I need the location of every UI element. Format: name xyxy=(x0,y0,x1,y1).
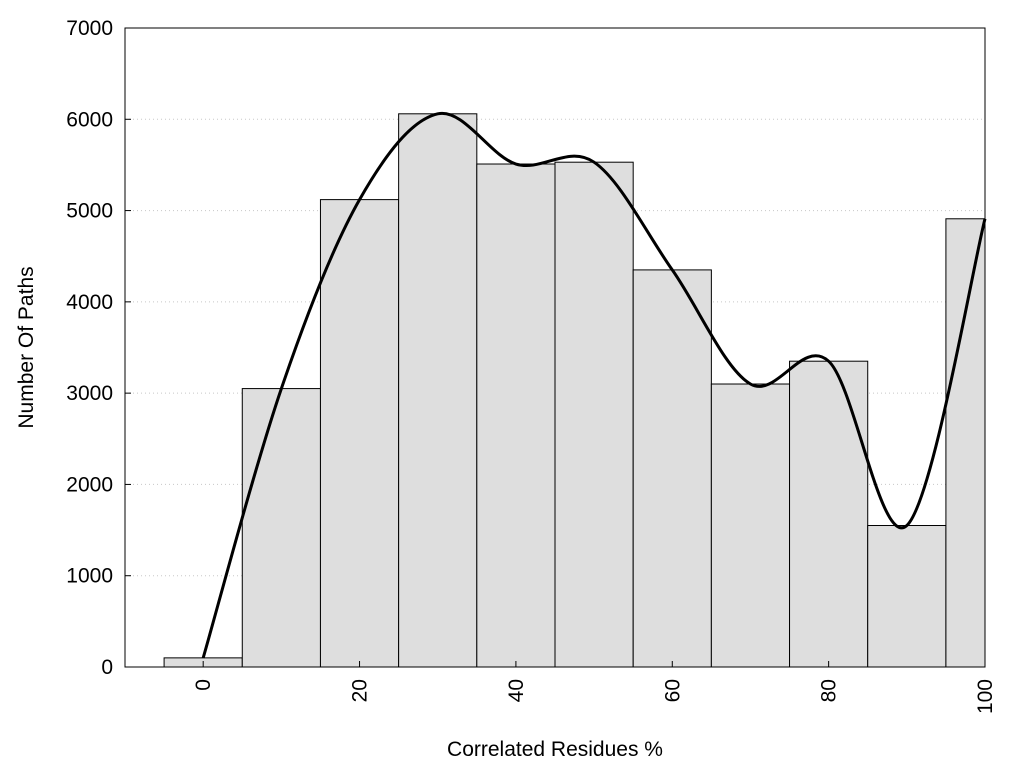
bar-80 xyxy=(789,360,869,668)
y-tick-label: 3000 xyxy=(66,382,113,405)
y-tick-label: 4000 xyxy=(66,291,113,314)
trend-line xyxy=(201,111,987,659)
bar-20 xyxy=(319,199,400,668)
y-tick-label: 2000 xyxy=(66,473,113,496)
bar-30 xyxy=(398,113,478,668)
y-tick-label: 1000 xyxy=(66,565,113,588)
bars xyxy=(163,113,986,668)
plot-frame xyxy=(124,27,986,668)
bar-40 xyxy=(476,163,556,668)
bar-60 xyxy=(632,269,712,668)
bar-90 xyxy=(867,525,947,668)
x-tick-label: 80 xyxy=(818,679,841,702)
x-tick-label: 40 xyxy=(505,679,528,702)
x-tick-label: 20 xyxy=(349,679,372,702)
bar-10 xyxy=(241,388,321,668)
bar-100 xyxy=(945,218,986,668)
bar-50 xyxy=(554,161,634,668)
x-axis-label: Correlated Residues % xyxy=(447,738,663,761)
x-tick-label: 60 xyxy=(661,679,684,702)
y-axis-label: Number Of Paths xyxy=(15,266,38,428)
y-tick-label: 5000 xyxy=(66,200,113,223)
x-ticks: 0 20 40 60 80 100 xyxy=(192,661,997,714)
y-ticks: 0 1000 2000 3000 4000 5000 6000 7000 xyxy=(66,17,131,679)
trend-line-group xyxy=(201,111,987,659)
bar-70 xyxy=(710,383,791,668)
x-tick-label: 100 xyxy=(974,679,997,714)
y-tick-label: 6000 xyxy=(66,108,113,131)
y-tick-label: 0 xyxy=(101,656,113,679)
x-tick-label: 0 xyxy=(192,679,215,691)
y-tick-label: 7000 xyxy=(66,17,113,40)
